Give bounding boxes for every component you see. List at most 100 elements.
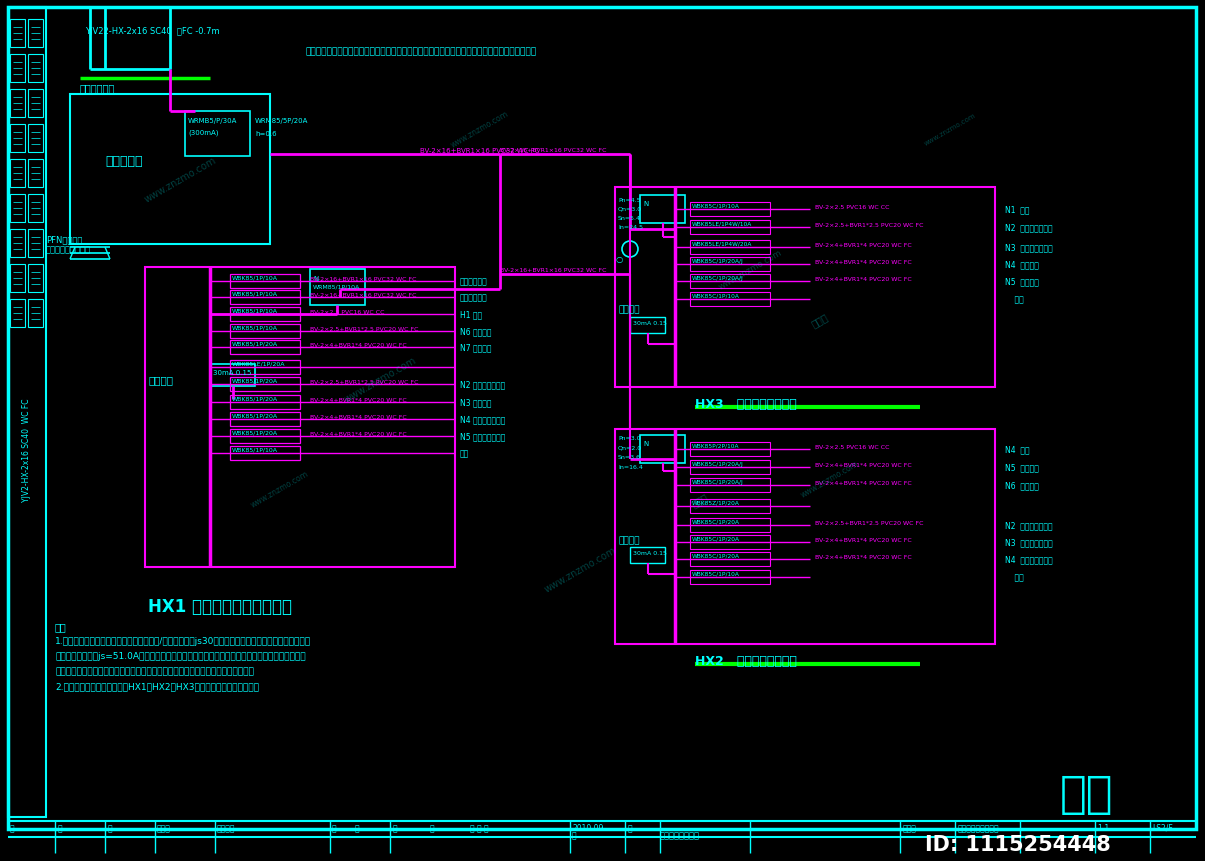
Text: BV-2×4+BVR1*4 PVC20 WC FC: BV-2×4+BVR1*4 PVC20 WC FC <box>815 462 912 468</box>
Bar <box>28 230 43 257</box>
Text: BV-2×16+BVR1×16 PVC32 WC FC: BV-2×16+BVR1×16 PVC32 WC FC <box>310 293 417 298</box>
Text: N2 普通安全型插座: N2 普通安全型插座 <box>460 380 505 388</box>
Text: 方: 方 <box>10 823 14 832</box>
Text: Qn=3.0: Qn=3.0 <box>618 207 642 212</box>
Text: BV-2×2.5+BVR1*2.5 PVC20 WC FC: BV-2×2.5+BVR1*2.5 PVC20 WC FC <box>815 520 923 525</box>
Bar <box>690 479 770 492</box>
Bar <box>640 436 684 463</box>
Text: 号: 号 <box>628 823 633 832</box>
Text: WBK85C/1P/10A: WBK85C/1P/10A <box>692 572 740 576</box>
Text: 隔离开关: 隔离开关 <box>618 536 640 544</box>
Text: 备用: 备用 <box>1005 294 1024 304</box>
Text: ID: 1115254448: ID: 1115254448 <box>925 834 1111 854</box>
Text: 30mA 0.15: 30mA 0.15 <box>213 369 252 375</box>
Text: WBK85C/1P/20A/J: WBK85C/1P/20A/J <box>692 258 743 263</box>
Text: Sn=5.4: Sn=5.4 <box>618 216 641 220</box>
Text: N3  卫生间防水插座: N3 卫生间防水插座 <box>1005 243 1053 251</box>
Text: N1  照明: N1 照明 <box>1005 205 1029 214</box>
Text: www.znzmo.com: www.znzmo.com <box>342 355 418 404</box>
Bar <box>10 90 25 118</box>
Text: HX2   二层开关笱系统图: HX2 二层开关笱系统图 <box>695 654 797 667</box>
Text: BV-2×2.5+BVR1*2.5 PVC20 WC FC: BV-2×2.5+BVR1*2.5 PVC20 WC FC <box>310 326 418 331</box>
Bar <box>10 125 25 152</box>
Bar <box>630 318 665 333</box>
Text: Qn=2.0: Qn=2.0 <box>618 445 642 450</box>
Text: HX3   三层开关笱系统图: HX3 三层开关笱系统图 <box>695 398 797 411</box>
Text: N3 厨房插座: N3 厨房插座 <box>460 398 492 406</box>
Bar <box>10 55 25 83</box>
Text: WBK85LE/1P4W/20A: WBK85LE/1P4W/20A <box>692 242 752 247</box>
Bar <box>28 20 43 48</box>
Bar <box>10 264 25 293</box>
Text: BV-2×16+BVR1×16 PVC32 WC FC: BV-2×16+BVR1×16 PVC32 WC FC <box>421 148 540 154</box>
Bar <box>630 548 665 563</box>
Text: 工程人员: 工程人员 <box>217 823 235 832</box>
Text: 电源供电。设计建议业主采用三相电源供电，放弃业主与当地供电部门协商后确定。: 电源供电。设计建议业主采用三相电源供电，放弃业主与当地供电部门协商后确定。 <box>55 666 254 675</box>
Bar <box>230 325 300 338</box>
Text: 负责人: 负责人 <box>157 823 171 832</box>
Text: 局: 局 <box>430 823 435 832</box>
Text: WBK85C/1P/20A: WBK85C/1P/20A <box>692 519 740 524</box>
Bar <box>230 341 300 355</box>
Text: WBK85/1P/20A: WBK85/1P/20A <box>233 413 278 418</box>
Bar <box>28 55 43 83</box>
Text: BV-2×4+BVR1*4 PVC20 WC FC: BV-2×4+BVR1*4 PVC20 WC FC <box>815 260 912 264</box>
Text: WBK85C/1P/10A: WBK85C/1P/10A <box>692 294 740 299</box>
Text: HX1 一层住户开关笱系统图: HX1 一层住户开关笱系统图 <box>148 598 292 616</box>
Text: www.znzmo.com: www.znzmo.com <box>542 545 618 594</box>
Text: WRMB5/P/30A: WRMB5/P/30A <box>188 118 237 124</box>
Text: 上水位: 上水位 <box>903 823 917 832</box>
Text: 1-1: 1-1 <box>1097 823 1110 832</box>
Text: www.znzmo.com: www.znzmo.com <box>923 113 977 147</box>
Text: www.znzmo.com: www.znzmo.com <box>142 155 218 204</box>
Text: BV-2×16+BVR1×16 PVC32 WC FC: BV-2×16+BVR1×16 PVC32 WC FC <box>500 148 606 152</box>
Text: www.znzmo.com: www.znzmo.com <box>249 469 311 510</box>
Bar <box>230 275 300 288</box>
Text: Pn=4.5: Pn=4.5 <box>618 198 641 202</box>
Text: 知末网: 知末网 <box>810 311 830 328</box>
Bar <box>230 430 300 443</box>
Bar <box>10 160 25 188</box>
Bar <box>28 160 43 188</box>
Bar <box>310 269 365 306</box>
Text: WBK85C/1P/20A/J: WBK85C/1P/20A/J <box>692 276 743 281</box>
Text: BV-2×2.5+BVR1*2.5 PVC20 WC FC: BV-2×2.5+BVR1*2.5 PVC20 WC FC <box>310 380 418 385</box>
Text: WBK85/1P/10A: WBK85/1P/10A <box>233 276 278 281</box>
Text: BV-2×16+BVR1×16 PVC32 WC FC: BV-2×16+BVR1×16 PVC32 WC FC <box>500 268 606 273</box>
Bar <box>615 430 995 644</box>
Text: N7 空调插座: N7 空调插座 <box>460 343 492 351</box>
Text: WBK85C/1P/10A: WBK85C/1P/10A <box>692 204 740 208</box>
Text: BV-2×16+BVR1×16 PVC32 WC FC: BV-2×16+BVR1×16 PVC32 WC FC <box>310 276 417 282</box>
Text: N4 卫生间防水插座: N4 卫生间防水插座 <box>460 414 505 424</box>
Text: 居用电计算相电流js=51.0A，包考场乡村电用及电度表计费等因数，本图总配电笱暂定采用了单相: 居用电计算相电流js=51.0A，包考场乡村电用及电度表计费等因数，本图总配电笱… <box>55 651 306 660</box>
Text: 备用: 备用 <box>460 449 469 457</box>
Text: WRM85/1P/10A: WRM85/1P/10A <box>313 285 360 289</box>
Text: BV-2×4+BVR1*4 PVC20 WC FC: BV-2×4+BVR1*4 PVC20 WC FC <box>815 537 912 542</box>
Bar <box>145 268 455 567</box>
Text: WBK85/1P/20A: WBK85/1P/20A <box>233 342 278 347</box>
Text: BV-2×4+BVR1*4 PVC20 WC FC: BV-2×4+BVR1*4 PVC20 WC FC <box>815 243 912 248</box>
Bar <box>690 499 770 513</box>
Text: In=16.4: In=16.4 <box>618 464 643 469</box>
Bar <box>10 20 25 48</box>
Text: N4  卫生间防水插座: N4 卫生间防水插座 <box>1005 554 1053 563</box>
Bar <box>230 291 300 305</box>
Bar <box>690 536 770 549</box>
Text: BV-2×4+BVR1*4 PVC20 WC FC: BV-2×4+BVR1*4 PVC20 WC FC <box>815 480 912 486</box>
Text: BV-2×2.5 PVC16 WC CC: BV-2×2.5 PVC16 WC CC <box>815 444 889 449</box>
Bar <box>230 361 300 375</box>
Text: BV-2×2.5 PVC16 WC CC: BV-2×2.5 PVC16 WC CC <box>815 205 889 210</box>
Text: N: N <box>643 441 648 447</box>
Text: 备用: 备用 <box>1005 573 1024 581</box>
Text: WBK85/1P/20A: WBK85/1P/20A <box>233 397 278 401</box>
Text: BV-2×2.5+BVR1*2.5 PVC20 WC FC: BV-2×2.5+BVR1*2.5 PVC20 WC FC <box>815 223 923 228</box>
Text: N5 卫生间防水插座: N5 卫生间防水插座 <box>460 431 505 441</box>
Text: 若干开笱系统图的框: 若干开笱系统图的框 <box>958 823 1000 832</box>
Bar <box>690 518 770 532</box>
Bar <box>10 230 25 257</box>
Text: 知末: 知末 <box>1060 772 1113 815</box>
Bar <box>640 195 684 224</box>
Bar <box>28 90 43 118</box>
Text: 隔离开关: 隔离开关 <box>618 305 640 313</box>
Text: BV-2×4+BVR1*4 PVC20 WC FC: BV-2×4+BVR1*4 PVC20 WC FC <box>310 414 407 419</box>
